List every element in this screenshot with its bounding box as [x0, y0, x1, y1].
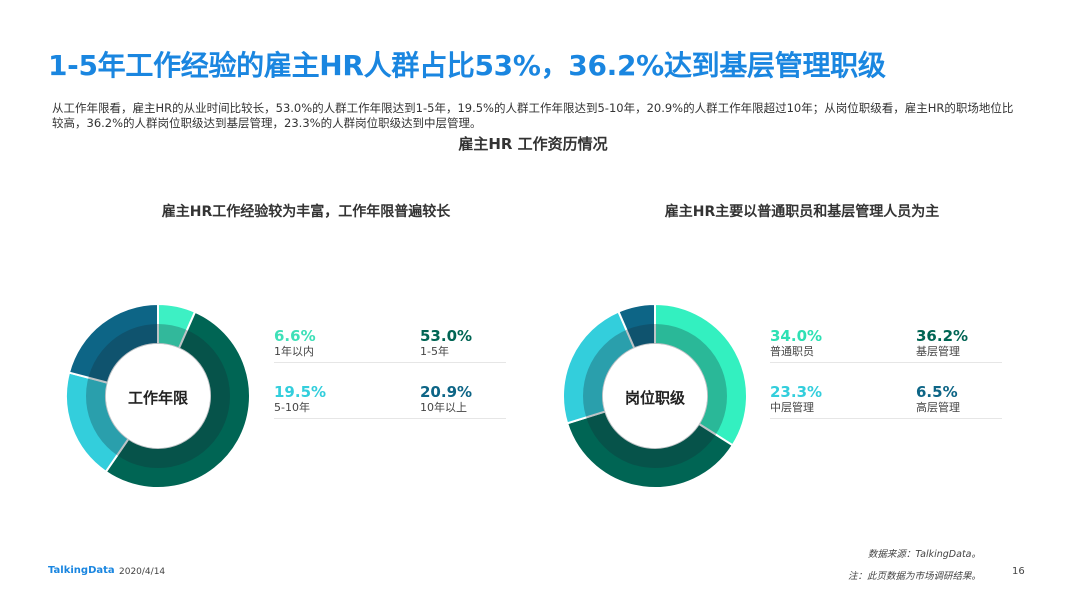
legend-label: 1-5年 — [420, 345, 449, 358]
legend-item: 53.0% 1-5年 — [420, 327, 565, 359]
donut-inner-band — [583, 324, 727, 468]
legend-item: 19.5% 5-10年 — [274, 383, 419, 415]
donut-center-label-job-level: 岗位职级 — [624, 389, 685, 407]
legend-value: 53.0% — [420, 327, 473, 345]
legend-item: 6.5% 高层管理 — [916, 383, 1061, 415]
donut-hole — [603, 344, 707, 448]
legend-item: 36.2% 基层管理 — [916, 327, 1061, 359]
legend-value: 20.9% — [420, 383, 473, 401]
page-description: 从工作年限看，雇主HR的从业时间比较长，53.0%的人群工作年限达到1-5年，1… — [52, 101, 1014, 130]
donut-chart-work-years — [65, 302, 251, 489]
legend-label: 10年以上 — [420, 401, 467, 414]
chart-title-work-years: 雇主HR工作经验较为丰富，工作年限普遍较长 — [161, 204, 451, 220]
legend-value: 6.6% — [274, 327, 316, 345]
legend-value: 6.5% — [916, 383, 958, 401]
legend-item: 6.6% 1年以内 — [274, 327, 419, 359]
donut-chart-job-level — [562, 302, 748, 489]
legend-divider — [770, 362, 1002, 363]
legend-value: 36.2% — [916, 327, 969, 345]
legend-label: 5-10年 — [274, 401, 310, 414]
page-number: 16 — [1012, 566, 1025, 577]
legend-label: 普通职员 — [770, 345, 814, 358]
legend-value: 34.0% — [770, 327, 823, 345]
legend-item: 23.3% 中层管理 — [770, 383, 915, 415]
legend-label: 高层管理 — [916, 401, 960, 414]
donut-hole — [106, 344, 210, 448]
legend-divider — [274, 362, 506, 363]
donut-inner-band — [86, 324, 230, 468]
legend-item: 20.9% 10年以上 — [420, 383, 565, 415]
footer-note: 注：此页数据为市场调研结果。 — [847, 571, 981, 582]
legend-label: 中层管理 — [770, 401, 814, 414]
chart-title-job-level: 雇主HR主要以普通职员和基层管理人员为主 — [664, 204, 940, 220]
legend-value: 23.3% — [770, 383, 823, 401]
footer-date: 2020/4/14 — [119, 567, 166, 577]
page-title: 1-5年工作经验的雇主HR人群占比53%，36.2%达到基层管理职级 — [48, 49, 886, 82]
footer-source: 数据来源：TalkingData。 — [867, 549, 981, 560]
legend-value: 19.5% — [274, 383, 327, 401]
section-subtitle: 雇主HR 工作资历情况 — [458, 135, 608, 153]
talkingdata-logo: TalkingData — [48, 565, 115, 576]
legend-divider — [274, 418, 506, 419]
legend-divider — [770, 418, 1002, 419]
legend-item: 34.0% 普通职员 — [770, 327, 915, 359]
legend-label: 基层管理 — [916, 345, 960, 358]
legend-label: 1年以内 — [274, 345, 314, 358]
donut-center-label-work-years: 工作年限 — [127, 389, 188, 407]
